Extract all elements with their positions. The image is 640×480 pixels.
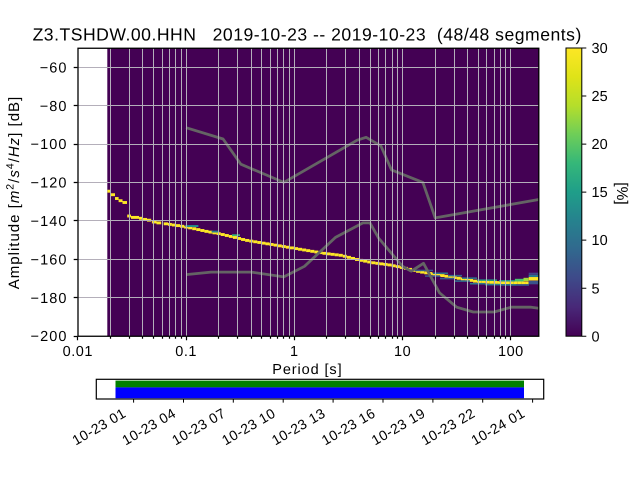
svg-text:1: 1 <box>290 344 299 360</box>
svg-text:−200: −200 <box>31 329 68 345</box>
svg-text:100: 100 <box>498 344 524 360</box>
svg-text:[%]: [%] <box>613 182 630 204</box>
svg-text:0.01: 0.01 <box>63 344 93 360</box>
svg-text:−140: −140 <box>31 214 68 230</box>
svg-text:10: 10 <box>394 344 411 360</box>
svg-text:10: 10 <box>592 233 608 249</box>
svg-text:15: 15 <box>592 185 608 201</box>
svg-text:30: 30 <box>592 41 608 57</box>
svg-text:Period [s]: Period [s] <box>272 362 342 378</box>
svg-text:5: 5 <box>592 281 600 297</box>
svg-text:−160: −160 <box>31 252 68 268</box>
svg-text:20: 20 <box>592 137 608 153</box>
svg-text:−80: −80 <box>40 99 68 115</box>
svg-text:−120: −120 <box>31 176 68 192</box>
svg-text:Z3.TSHDW.00.HHN 2019-10-23 -: Z3.TSHDW.00.HHN 2019-10-23 -- 2019-10-23… <box>33 24 582 44</box>
svg-text:0: 0 <box>592 329 600 345</box>
svg-text:25: 25 <box>592 89 608 105</box>
svg-text:−60: −60 <box>40 60 68 76</box>
svg-text:−180: −180 <box>31 291 68 307</box>
svg-text:−100: −100 <box>31 137 68 153</box>
svg-text:0.1: 0.1 <box>175 344 197 360</box>
svg-text:Amplitude [m2/s4/Hz] [dB]: Amplitude [m2/s4/Hz] [dB] <box>5 96 24 289</box>
